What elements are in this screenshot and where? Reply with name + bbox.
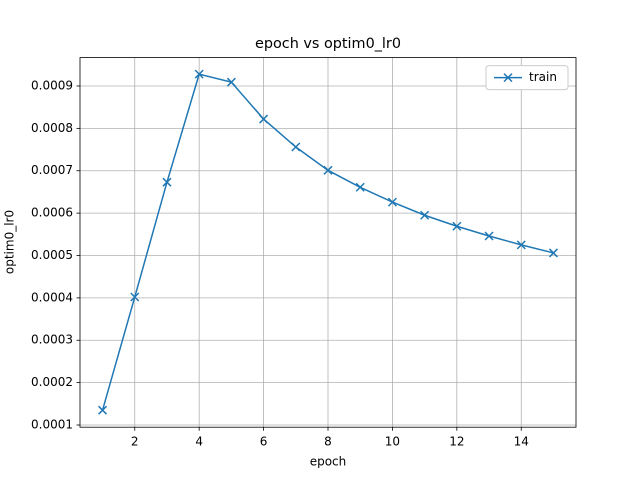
y-tick-label: 0.0009: [31, 78, 73, 92]
marker: [355, 182, 365, 192]
x-tick-label: 2: [131, 435, 139, 449]
y-tick-label: 0.0002: [31, 375, 73, 389]
y-tick-label: 0.0004: [31, 290, 73, 304]
legend-label: train: [529, 70, 557, 84]
chart-title: epoch vs optim0_lr0: [255, 36, 401, 52]
x-tick-label: 12: [449, 435, 464, 449]
x-tick-label: 4: [195, 435, 203, 449]
marker: [484, 231, 494, 241]
marker: [226, 77, 236, 87]
y-tick-label: 0.0006: [31, 206, 73, 220]
marker: [387, 197, 397, 207]
marker: [259, 114, 269, 124]
marker: [162, 177, 172, 187]
marker: [420, 210, 430, 220]
x-tick-label: 14: [514, 435, 529, 449]
marker: [323, 165, 333, 175]
x-tick-label: 10: [385, 435, 400, 449]
marker: [130, 292, 140, 302]
legend-marker: [503, 73, 513, 83]
legend-box: [485, 65, 569, 91]
y-tick-label: 0.0001: [31, 417, 73, 431]
marker: [98, 405, 108, 415]
x-tick-label: 8: [324, 435, 332, 449]
x-tick-label: 6: [260, 435, 268, 449]
y-tick-label: 0.0008: [31, 121, 73, 135]
axes-frame: [79, 57, 577, 428]
y-tick-label: 0.0007: [31, 163, 73, 177]
marker: [516, 240, 526, 250]
marker: [452, 221, 462, 231]
marker: [548, 248, 558, 258]
marker: [194, 69, 204, 79]
y-tick-label: 0.0005: [31, 248, 73, 262]
x-axis-label: epoch: [310, 455, 347, 469]
y-axis-label: optim0_lr0: [3, 210, 17, 274]
marker: [291, 142, 301, 152]
y-tick-label: 0.0003: [31, 333, 73, 347]
